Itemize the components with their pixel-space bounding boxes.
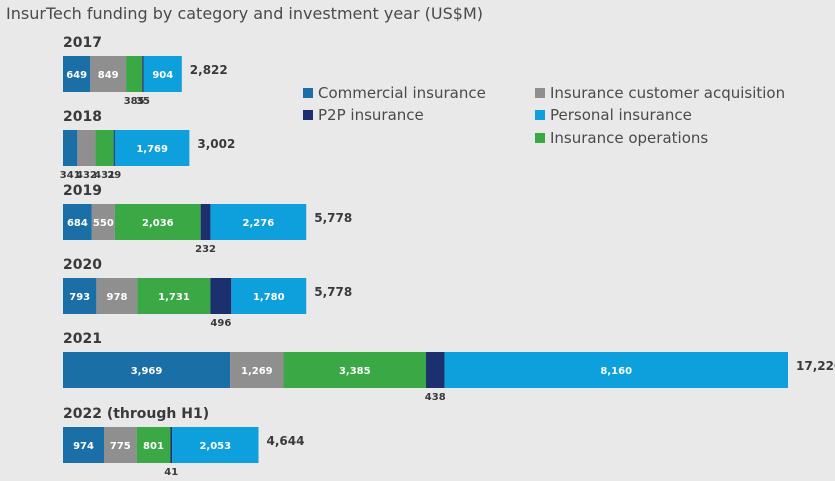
bar-segment-insurance-operations [136,427,171,463]
chart-title: InsurTech funding by category and invest… [6,4,483,23]
segment-value-label: 432 [76,170,97,181]
segment-value-label: 29 [107,170,121,181]
bar-segment-p2p-insurance [170,427,173,463]
segment-value-label: 649 [66,70,87,81]
segment-value-label: 775 [110,441,131,452]
bar-segment-insurance-customer-acquisition [104,427,137,463]
bar-segment-commercial-insurance [63,278,97,314]
segment-value-label: 438 [425,392,446,403]
legend-swatch-commercial-insurance [303,88,313,98]
bar-segment-insurance-customer-acquisition [230,352,284,388]
segment-value-label: 2,276 [243,218,275,229]
bar-total-label: 5,778 [314,285,352,299]
bar-segment-insurance-operations [283,352,427,388]
bar-segment-commercial-insurance [63,56,91,92]
bar-total-label: 5,778 [314,211,352,225]
bar-segment-insurance-customer-acquisition [77,130,96,166]
bar-segment-p2p-insurance [426,352,445,388]
bar-segment-insurance-operations [114,204,201,240]
segment-value-label: 1,769 [136,144,168,155]
segment-value-label: 550 [93,218,114,229]
bar-segment-p2p-insurance [210,278,232,314]
bar-total-label: 2,822 [190,63,228,77]
segment-value-label: 2,053 [199,441,231,452]
bar-segment-p2p-insurance [113,130,115,166]
bar-segment-personal-insurance [231,278,307,314]
bar-total-label: 4,644 [267,434,305,448]
bar-segment-insurance-customer-acquisition [90,56,127,92]
segment-value-label: 849 [98,70,119,81]
segment-value-label: 3,969 [131,366,163,377]
legend-label-insurance-customer-acquisition: Insurance customer acquisition [550,84,785,102]
segment-value-label: 684 [67,218,88,229]
segment-value-label: 1,780 [253,292,285,303]
legend-label-p2p-insurance: P2P insurance [318,106,424,124]
legend-swatch-insurance-customer-acquisition [535,88,545,98]
bar-total-label: 3,002 [197,137,235,151]
year-label: 2022 (through H1) [63,406,209,422]
legend-swatch-personal-insurance [535,110,545,120]
segment-value-label: 978 [107,292,128,303]
segment-value-label: 904 [152,70,173,81]
legend-label-insurance-operations: Insurance operations [550,129,708,147]
bar-segment-insurance-operations [137,278,211,314]
segment-value-label: 35 [136,96,150,107]
bar-segment-personal-insurance [114,130,190,166]
segment-value-label: 232 [195,244,216,255]
year-label: 2019 [63,183,102,199]
segment-value-label: 801 [143,441,164,452]
bar-segment-commercial-insurance [63,130,78,166]
segment-value-label: 1,731 [158,292,190,303]
legend-label-personal-insurance: Personal insurance [550,106,692,124]
year-label: 2021 [63,331,102,347]
bar-segment-commercial-insurance [63,427,105,463]
legend-swatch-p2p-insurance [303,110,313,120]
segment-value-label: 341 [60,170,81,181]
bar-segment-personal-insurance [210,204,307,240]
legend-label-commercial-insurance: Commercial insurance [318,84,486,102]
segment-value-label: 974 [73,441,94,452]
segment-value-label: 431 [94,170,115,181]
year-label: 2018 [63,109,102,125]
bar-segment-insurance-customer-acquisition [96,278,138,314]
bar-segment-personal-insurance [143,56,182,92]
segment-value-label: 496 [210,318,231,329]
bar-segment-commercial-insurance [63,204,92,240]
segment-value-label: 3,385 [339,366,371,377]
year-label: 2017 [63,35,102,51]
bar-segment-p2p-insurance [200,204,211,240]
bar-segment-insurance-operations [95,130,114,166]
segment-value-label: 8,160 [600,366,632,377]
segment-value-label: 1,269 [241,366,273,377]
segment-value-label: 793 [69,292,90,303]
bar-segment-personal-insurance [444,352,788,388]
year-label: 2020 [63,257,102,273]
segment-value-label: 41 [164,467,178,478]
bar-total-label: 17,220 [796,359,835,373]
bar-segment-commercial-insurance [63,352,231,388]
segment-value-label: 385 [124,96,145,107]
legend-swatch-insurance-operations [535,133,545,143]
bar-segment-insurance-customer-acquisition [91,204,115,240]
bar-segment-personal-insurance [172,427,259,463]
bar-segment-insurance-operations [126,56,143,92]
segment-value-label: 2,036 [142,218,174,229]
bar-segment-p2p-insurance [142,56,144,92]
